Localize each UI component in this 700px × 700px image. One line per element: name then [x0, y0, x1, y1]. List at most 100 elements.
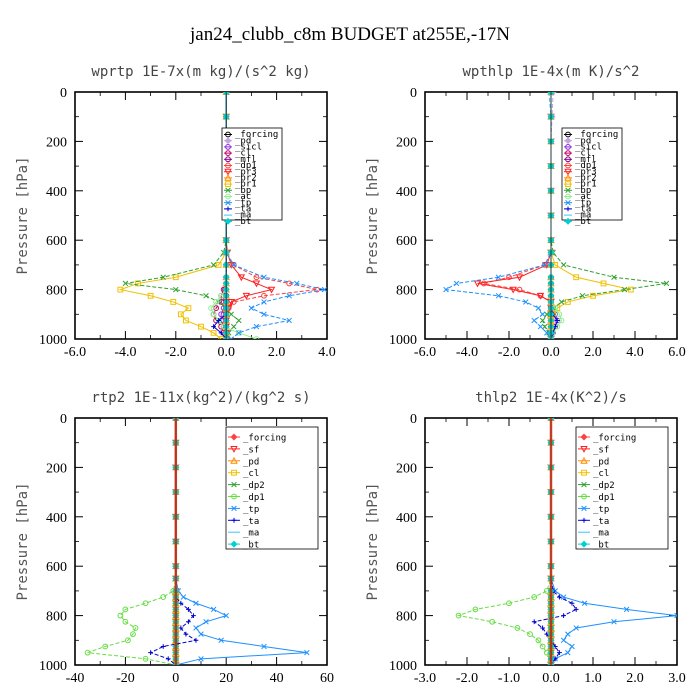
data-point — [160, 594, 167, 600]
y-tick-label: 1000 — [39, 333, 67, 348]
legend-box — [225, 426, 319, 550]
legend-marker — [581, 469, 587, 476]
legend-entry: _dp2 — [228, 481, 265, 491]
legend-marker — [225, 144, 231, 150]
legend-marker — [565, 199, 571, 206]
legend-entry: _sf — [228, 445, 259, 455]
x-tick-label: -2.0 — [498, 345, 520, 360]
x-tick-label: 0 — [172, 671, 179, 686]
legend-entry: _pd — [224, 136, 251, 146]
data-point — [172, 274, 179, 281]
x-tick-label: 20 — [219, 671, 233, 686]
legend-marker — [580, 456, 588, 464]
data-point — [558, 299, 565, 305]
legend-entry: _bt — [228, 541, 259, 551]
legend-entry: _pr2 — [564, 174, 597, 184]
data-point — [531, 317, 537, 324]
data-point — [261, 311, 267, 318]
legend-label: _dp1 — [235, 161, 257, 171]
legend-entry: _tp — [564, 198, 591, 208]
legend-label: _ac — [235, 192, 251, 202]
data-point — [191, 613, 196, 618]
data-point — [539, 311, 546, 318]
legend-label: _pr1 — [235, 180, 257, 190]
x-tick-label: -2.0 — [165, 345, 187, 360]
data-point — [560, 594, 567, 600]
data-point — [253, 274, 260, 281]
legend-label: _ta — [243, 517, 259, 527]
data-point — [186, 619, 191, 625]
data-point — [122, 606, 129, 613]
data-point — [495, 293, 502, 299]
data-point — [541, 262, 548, 268]
data-point — [304, 649, 310, 656]
data-point — [514, 625, 521, 631]
x-tick-label: -4.0 — [456, 345, 478, 360]
data-point — [210, 329, 217, 336]
legend-marker — [565, 144, 571, 150]
legend-marker — [564, 173, 572, 181]
x-tick-label: 2.0 — [268, 345, 286, 360]
legend-marker — [231, 469, 237, 476]
legend-entry: _ta — [224, 205, 251, 215]
chart-panel-2: wpthlp 1E-4x(m K)/s^2 Pressure [hPa] -6.0 -… — [365, 64, 686, 360]
legend-entry: _dp1 — [564, 161, 597, 171]
legend-marker — [565, 187, 571, 194]
legend-label: _ma — [575, 211, 591, 221]
x-tick-label: 3.0 — [668, 671, 686, 686]
legend-entry: _tp — [224, 198, 251, 208]
data-point — [228, 311, 234, 318]
legend-marker — [580, 433, 588, 441]
legend-label: _bp — [235, 186, 251, 196]
legend-marker — [581, 493, 587, 500]
data-point — [237, 274, 246, 282]
data-point — [218, 336, 225, 339]
data-point — [565, 649, 571, 656]
panel-title: thlp2 1E-4x(K^2)/s — [475, 390, 627, 406]
data-point — [227, 262, 235, 269]
legend: _forcing_pd_sicl_cl_mfl_dp1_pr3_pr2_pr1_… — [561, 127, 623, 227]
series-dp1 — [480, 92, 554, 339]
legend-label: _cl — [575, 149, 591, 159]
legend-label: _pr3 — [575, 167, 597, 177]
legend-entry: _bp — [224, 186, 251, 196]
legend-box — [221, 127, 283, 221]
legend-label: _ta — [575, 205, 591, 215]
legend-entry: _pr3 — [564, 167, 597, 177]
data-point — [540, 625, 545, 631]
legend-label: _tp — [575, 198, 591, 208]
legend-label: _pr1 — [575, 180, 597, 190]
legend-entry: _dp1 — [578, 493, 615, 503]
legend: _forcing_sf _pd _cl _dp2 _dp1 _tp _ta _ma _bt — [575, 426, 669, 551]
legend-label: _forcing — [575, 130, 618, 140]
panel-title: wprtp 1E-7x(m kg)/(s^2 kg) — [91, 64, 310, 80]
legend-marker — [230, 446, 238, 453]
y-tick-label: 600 — [46, 234, 67, 249]
data-point — [537, 323, 544, 330]
x-tick-label: 4.0 — [318, 345, 336, 360]
legend-marker — [224, 173, 232, 181]
data-point — [102, 643, 109, 650]
legend-label: _ta — [235, 205, 251, 215]
data-point — [252, 280, 261, 288]
x-tick-label: -3.0 — [414, 671, 436, 686]
x-tick-label: -40 — [66, 671, 85, 686]
legend-entry: _dp1 — [228, 493, 265, 503]
data-point — [160, 644, 166, 649]
data-point — [539, 317, 546, 324]
legend-label: _forcing — [593, 434, 636, 444]
x-tick-label: -2.0 — [456, 671, 478, 686]
data-point — [173, 286, 179, 293]
legend-box — [575, 426, 669, 550]
legend-entry: _ac — [224, 192, 251, 202]
legend-label: _cl — [243, 469, 259, 479]
legend-marker — [581, 517, 587, 523]
data-point — [627, 286, 634, 293]
data-point — [557, 650, 562, 656]
data-point — [569, 643, 575, 650]
x-tick-label: 0.0 — [542, 345, 560, 360]
y-axis-label: Pressure [hPa] — [15, 482, 31, 600]
x-tick-label: 2.0 — [626, 671, 644, 686]
x-tick-label: 40 — [270, 671, 284, 686]
data-point — [314, 286, 320, 293]
